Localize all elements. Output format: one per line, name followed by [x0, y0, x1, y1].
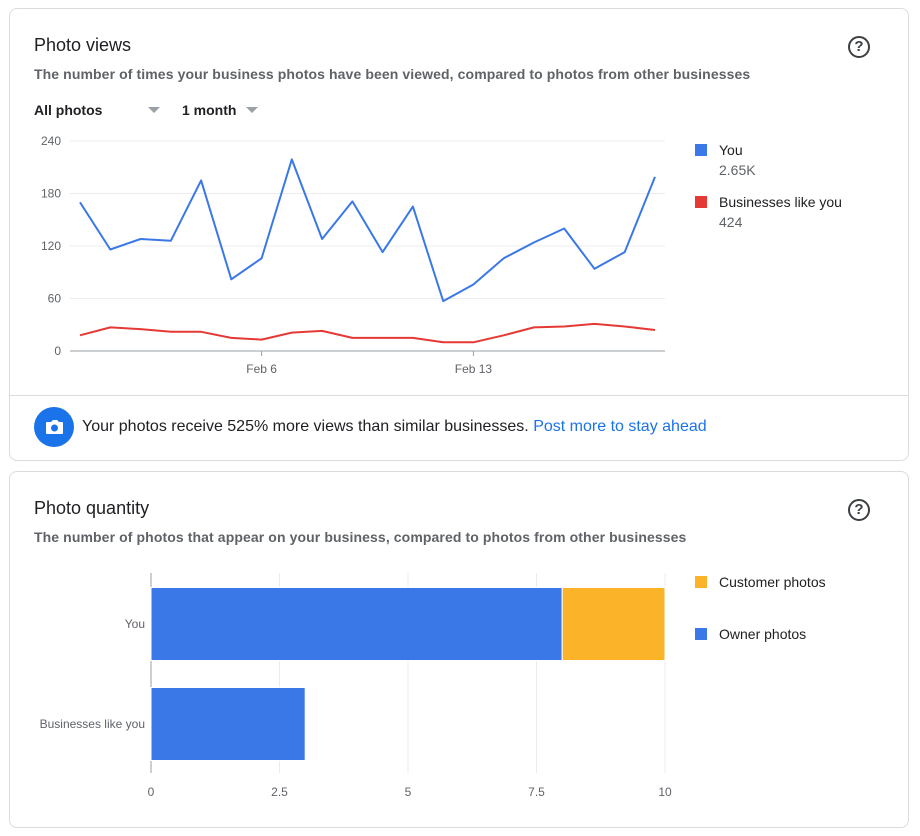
photo-quantity-card: Photo quantity The number of photos that…	[9, 471, 909, 828]
series-line-businesses-like-you	[79, 322, 656, 344]
y-tick-label: 0	[54, 344, 61, 358]
legend-label-you: You	[719, 142, 743, 158]
camera-icon	[34, 407, 74, 447]
x-tick-label: 5	[405, 785, 412, 799]
photo-views-card: Photo views The number of times your bus…	[9, 8, 909, 461]
photo-views-title: Photo views	[34, 35, 132, 55]
y-tick-label: 240	[41, 134, 61, 148]
x-tick-label: 10	[658, 785, 672, 799]
legend-value-businesses: 424	[719, 214, 743, 230]
photo-quantity-subtitle: The number of photos that appear on your…	[34, 529, 687, 545]
legend-value-you: 2.65K	[719, 162, 756, 178]
photos-filter-dropdown[interactable]: All photos	[34, 102, 103, 118]
x-tick-label: 2.5	[271, 785, 288, 799]
help-icon[interactable]: ?	[848, 499, 870, 521]
chevron-down-icon[interactable]	[148, 107, 160, 113]
bar-owner-photos	[150, 587, 563, 661]
help-icon[interactable]: ?	[848, 36, 870, 58]
chevron-down-icon[interactable]	[246, 107, 258, 113]
range-filter-dropdown[interactable]: 1 month	[182, 102, 237, 118]
legend-swatch-businesses	[695, 196, 707, 208]
y-tick-label: 180	[41, 187, 61, 201]
legend-swatch-customer	[695, 576, 707, 588]
views-comparison-banner: Your photos receive 525% more views than…	[82, 418, 707, 436]
legend-label-owner: Owner photos	[719, 626, 807, 642]
x-tick-label: Feb 6	[246, 362, 277, 376]
bar-customer-photos	[561, 587, 666, 661]
category-label: You	[125, 617, 145, 631]
legend-label-customer: Customer photos	[719, 574, 826, 590]
x-tick-label: 7.5	[528, 785, 545, 799]
y-tick-label: 60	[48, 292, 62, 306]
photo-views-line-chart: 0 60 120 180 240 Feb 6 Feb 13	[41, 134, 665, 376]
category-label: Businesses like you	[40, 717, 145, 731]
post-more-link[interactable]: Post more to stay ahead	[533, 418, 707, 435]
legend-swatch-you	[695, 144, 707, 156]
banner-text: Your photos receive 525% more views than…	[82, 418, 529, 435]
photo-views-subtitle: The number of times your business photos…	[34, 66, 751, 82]
x-tick-label: 0	[148, 785, 155, 799]
divider	[10, 395, 908, 396]
series-line-you	[79, 158, 656, 303]
legend-label-businesses: Businesses like you	[719, 194, 842, 210]
legend-swatch-owner	[695, 628, 707, 640]
bar-owner-photos	[150, 687, 306, 761]
y-tick-label: 120	[41, 239, 61, 253]
photo-quantity-bar-chart: 0 2.5 5 7.5 10 You Businesses like you	[40, 573, 672, 799]
x-tick-label: Feb 13	[455, 362, 493, 376]
photo-quantity-title: Photo quantity	[34, 498, 150, 518]
